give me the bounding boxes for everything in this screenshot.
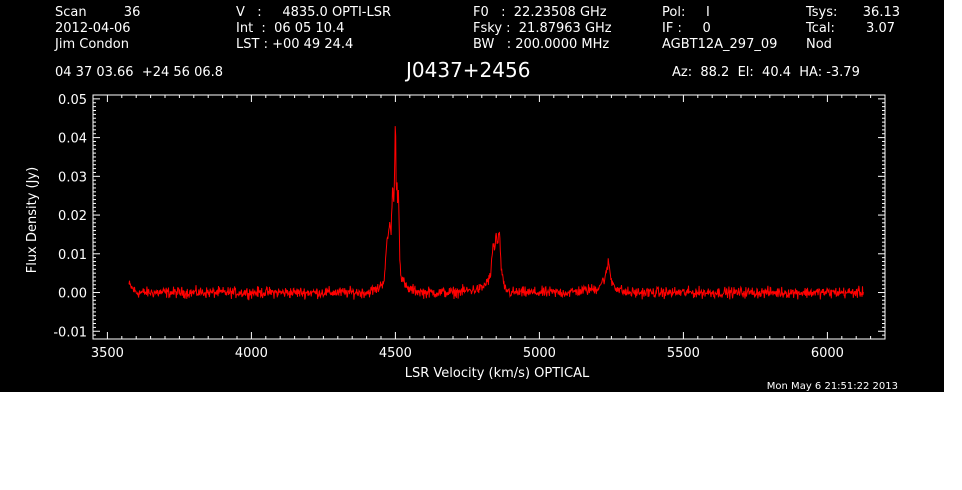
- tsys-value: 36.13: [862, 5, 900, 20]
- spectrum-series-line: [128, 126, 864, 301]
- velocity-label: V : 4835.0 OPTI-LSR: [236, 5, 392, 20]
- y-axis-label: Flux Density (Jy): [25, 167, 40, 273]
- y-tick-label: 0.04: [58, 132, 87, 147]
- x-axis-label: LSR Velocity (km/s) OPTICAL: [405, 366, 590, 381]
- integration-label: Int : 06 05 10.4: [236, 21, 345, 36]
- tsys-label: Tsys:: [806, 5, 838, 20]
- tcal-label: Tcal:: [806, 21, 835, 36]
- x-tick-label: 4000: [235, 346, 268, 361]
- spectrum-panel: Scan 36 2012-04-06 Jim Condon V : 4835.0…: [0, 0, 944, 392]
- y-tick-label: 0.02: [58, 209, 87, 224]
- lst-label: LST : +00 49 24.4: [236, 37, 354, 52]
- bandwidth-label: BW : 200.0000 MHz: [473, 37, 610, 52]
- nod-label: Nod: [806, 37, 832, 52]
- y-tick-label: 0.00: [58, 287, 87, 302]
- rest-frequency-label: F0 : 22.23508 GHz: [473, 5, 607, 20]
- if-label: IF : 0: [662, 21, 711, 36]
- x-tick-label: 4500: [379, 346, 412, 361]
- y-tick-label: 0.03: [58, 170, 87, 185]
- x-tick-label: 5000: [523, 346, 556, 361]
- plot-frame: [92, 94, 886, 340]
- polarization-label: Pol: I: [662, 5, 710, 20]
- observer-label: Jim Condon: [55, 37, 129, 52]
- x-tick-label: 5500: [667, 346, 700, 361]
- sky-frequency-label: Fsky : 21.87963 GHz: [473, 21, 612, 36]
- project-label: AGBT12A_297_09: [662, 37, 778, 52]
- y-tick-label: 0.05: [58, 93, 87, 108]
- source-name: J0437+2456: [406, 58, 531, 82]
- timestamp: Mon May 6 21:51:22 2013: [767, 381, 898, 392]
- scan-label: Scan 36: [55, 5, 141, 20]
- source-coordinates: 04 37 03.66 +24 56 06.8: [55, 65, 224, 80]
- y-tick-label: -0.01: [53, 325, 87, 340]
- x-tick-label: 3500: [91, 346, 124, 361]
- tcal-value: 3.07: [866, 21, 895, 36]
- y-tick-label: 0.01: [58, 248, 87, 263]
- spectrum-chart: 3500 4000 4500 5000 5500 6000 -0.01 0.00 0.01 0.0…: [25, 93, 898, 392]
- x-tick-label: 6000: [811, 346, 844, 361]
- date-label: 2012-04-06: [55, 21, 131, 36]
- pointing-info: Az: 88.2 El: 40.4 HA: -3.79: [672, 65, 860, 80]
